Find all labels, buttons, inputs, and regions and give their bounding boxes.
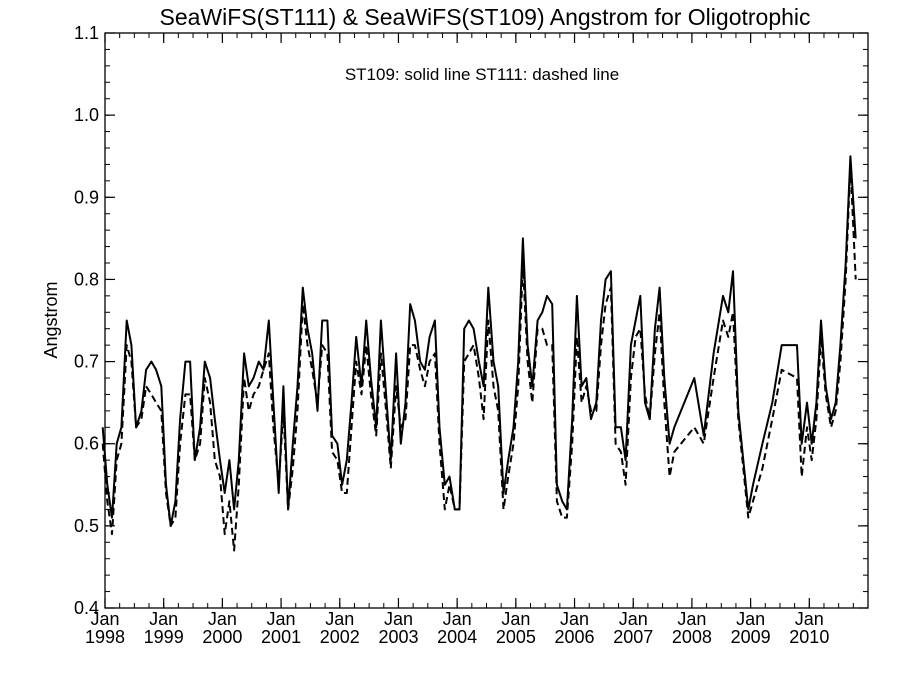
x-tick-month: Jan bbox=[501, 609, 530, 629]
x-tick-month: Jan bbox=[677, 609, 706, 629]
y-axis-label: Angstrom bbox=[41, 281, 61, 358]
y-tick-label: 0.4 bbox=[74, 598, 99, 618]
y-tick-label: 0.7 bbox=[74, 352, 99, 372]
y-tick-label: 0.6 bbox=[74, 434, 99, 454]
series-line-st111 bbox=[101, 163, 857, 552]
chart-title: SeaWiFS(ST111) & SeaWiFS(ST109) Angstrom… bbox=[159, 4, 810, 30]
series-line-st109 bbox=[101, 155, 857, 527]
x-tick-year: 2004 bbox=[437, 627, 477, 647]
legend-annotation: ST109: solid line ST111: dashed line bbox=[345, 65, 619, 84]
y-tick-label: 0.5 bbox=[74, 516, 99, 536]
y-tick-label: 1.1 bbox=[74, 23, 99, 43]
x-tick-month: Jan bbox=[736, 609, 765, 629]
x-tick-year: 2005 bbox=[496, 627, 536, 647]
x-tick-year: 2000 bbox=[202, 627, 242, 647]
x-tick-year: 2010 bbox=[789, 627, 829, 647]
y-tick-label: 0.8 bbox=[74, 269, 99, 289]
x-tick-year: 1998 bbox=[85, 627, 125, 647]
x-tick-year: 1999 bbox=[144, 627, 184, 647]
x-tick-month: Jan bbox=[208, 609, 237, 629]
x-tick-month: Jan bbox=[267, 609, 296, 629]
x-tick-year: 2002 bbox=[320, 627, 360, 647]
x-tick-year: 2006 bbox=[555, 627, 595, 647]
plot-area: 0.40.50.60.70.80.91.01.1Jan1998Jan1999Ja… bbox=[74, 23, 869, 647]
x-tick-month: Jan bbox=[384, 609, 413, 629]
x-tick-month: Jan bbox=[325, 609, 354, 629]
x-tick-month: Jan bbox=[443, 609, 472, 629]
x-tick-year: 2007 bbox=[613, 627, 653, 647]
x-tick-month: Jan bbox=[90, 609, 119, 629]
x-tick-year: 2003 bbox=[378, 627, 418, 647]
y-tick-label: 1.0 bbox=[74, 105, 99, 125]
x-tick-month: Jan bbox=[619, 609, 648, 629]
x-tick-year: 2001 bbox=[261, 627, 301, 647]
x-tick-month: Jan bbox=[560, 609, 589, 629]
x-tick-month: Jan bbox=[149, 609, 178, 629]
x-tick-month: Jan bbox=[795, 609, 824, 629]
y-tick-label: 0.9 bbox=[74, 187, 99, 207]
x-tick-year: 2008 bbox=[672, 627, 712, 647]
x-tick-year: 2009 bbox=[731, 627, 771, 647]
